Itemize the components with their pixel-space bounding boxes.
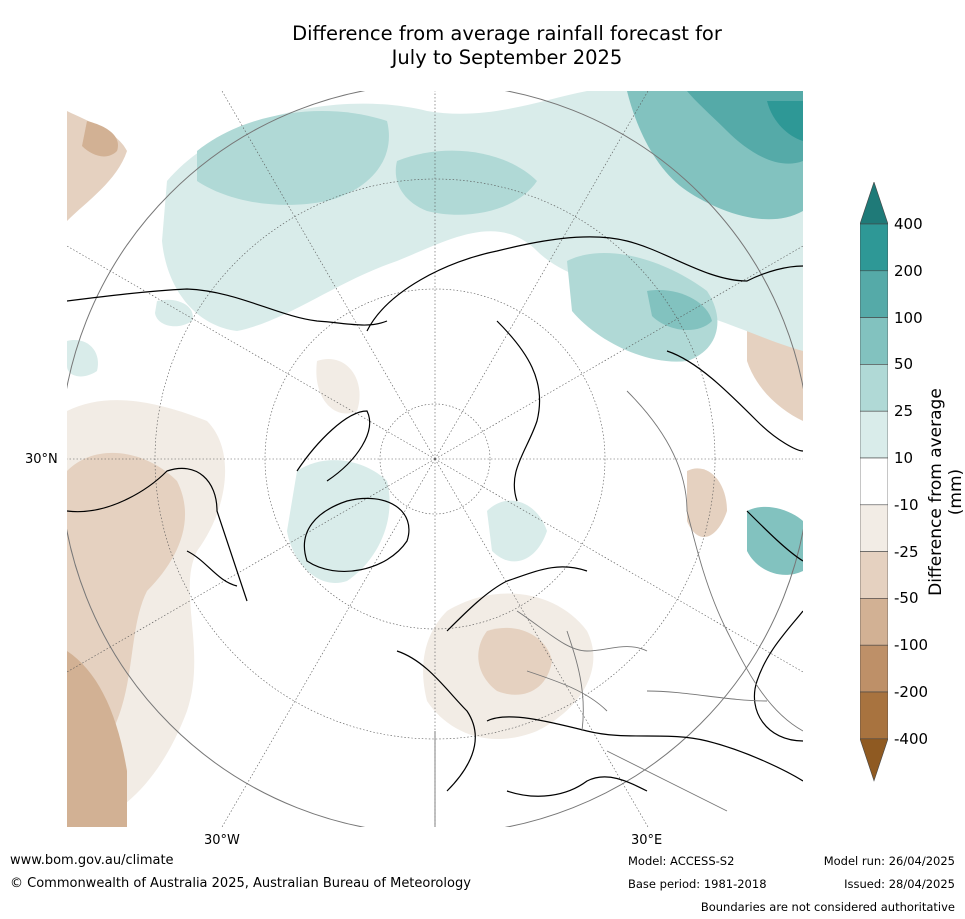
title-line-2: July to September 2025 xyxy=(391,46,623,69)
country-borders xyxy=(434,390,803,827)
colorbar-tick-label: 10 xyxy=(894,449,914,467)
colorbar-segment xyxy=(859,644,889,693)
colorbar-tick-label: 25 xyxy=(894,402,914,421)
colorbar-segment xyxy=(859,223,889,272)
colorbar-extend-top xyxy=(859,181,889,225)
wetter-regions xyxy=(67,91,803,583)
colorbar-tick-label: -25 xyxy=(894,542,919,561)
colorbar-tick-label: -400 xyxy=(894,729,929,748)
colorbar-segment xyxy=(859,410,889,459)
colorbar-extend-bottom xyxy=(859,738,889,782)
footer-base-period: Base period: 1981-2018 xyxy=(628,877,767,891)
colorbar-tick-label: -100 xyxy=(894,636,929,655)
longitude-label-30w: 30°W xyxy=(204,833,240,848)
footer-model-run: Model run: 26/04/2025 xyxy=(823,854,955,868)
footer-model: Model: ACCESS-S2 xyxy=(628,854,735,868)
rainfall-anomaly-map xyxy=(67,91,803,827)
colorbar-segment xyxy=(859,551,889,599)
latitude-label-30n: 30°N xyxy=(25,452,58,467)
colorbar-segment xyxy=(859,364,889,412)
footer-copyright: © Commonwealth of Australia 2025, Austra… xyxy=(10,876,471,891)
footer-url: www.bom.gov.au/climate xyxy=(10,853,174,868)
footer-issued: Issued: 28/04/2025 xyxy=(844,877,955,891)
colorbar-segment xyxy=(859,691,889,740)
colorbar-tick-label: 400 xyxy=(894,215,923,233)
colorbar-tick-label: -10 xyxy=(894,495,919,514)
colorbar-segment xyxy=(859,457,889,506)
map-title: Difference from average rainfall forecas… xyxy=(0,22,965,70)
colorbar xyxy=(859,181,889,782)
colorbar-segment xyxy=(859,317,889,365)
coastlines xyxy=(67,236,803,797)
footer-disclaimer: Boundaries are not considered authoritat… xyxy=(700,900,955,914)
colorbar-tick-label: 100 xyxy=(894,308,923,327)
colorbar-segment xyxy=(859,270,889,318)
colorbar-segment xyxy=(859,598,889,646)
meridians xyxy=(67,91,803,827)
title-line-1: Difference from average rainfall forecas… xyxy=(292,22,722,45)
colorbar-tick-label: -200 xyxy=(894,683,929,701)
colorbar-tick-label: 200 xyxy=(894,261,923,280)
colorbar-segment xyxy=(859,504,889,552)
colorbar-title: Difference from average (mm) xyxy=(926,388,965,596)
colorbar-tick-label: -50 xyxy=(894,589,919,608)
colorbar-tick-label: 50 xyxy=(894,355,914,374)
longitude-label-30e: 30°E xyxy=(631,833,663,848)
